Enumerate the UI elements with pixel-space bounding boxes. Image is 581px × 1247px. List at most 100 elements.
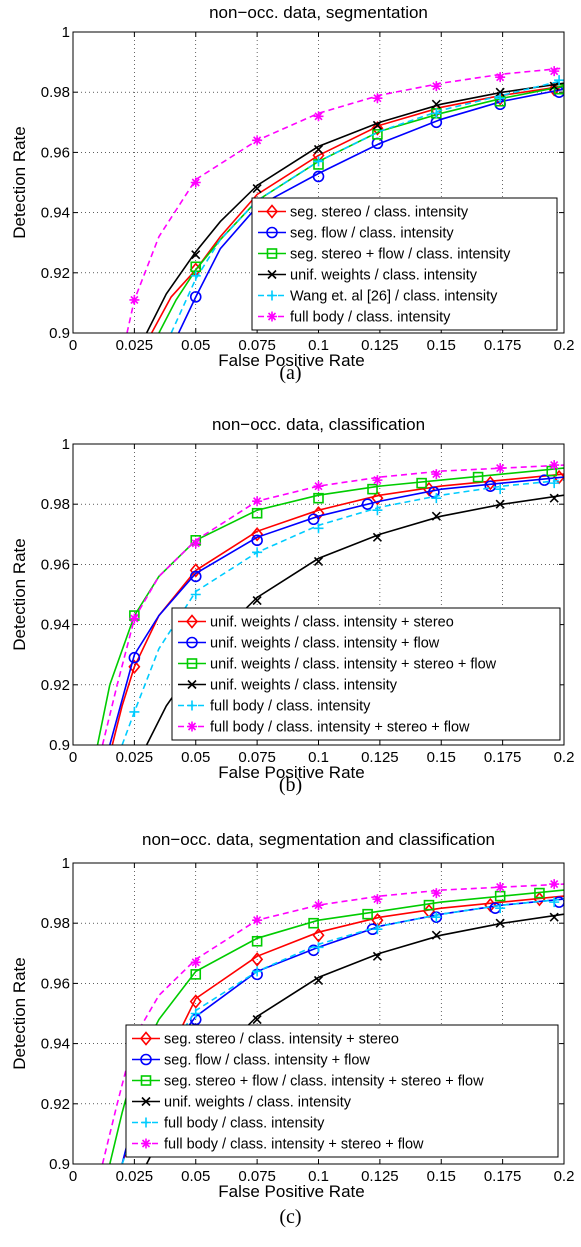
data-point-marker <box>313 156 324 167</box>
legend-item: full body / class. intensity <box>178 699 371 715</box>
legend-label: Wang et. al [26] / class. intensity <box>290 289 498 305</box>
x-tick-label: 0 <box>69 1168 77 1185</box>
data-point-marker <box>372 505 383 516</box>
x-tick-label: 0.025 <box>116 1168 154 1185</box>
legend-marker <box>187 679 197 690</box>
data-point-marker <box>129 706 140 717</box>
data-point-marker <box>190 969 202 980</box>
data-point-marker <box>313 481 324 492</box>
data-point-marker <box>251 952 264 967</box>
data-point-marker <box>312 927 325 943</box>
legend-label: unif. weights / class. intensity + stere… <box>210 615 454 631</box>
roc-chart-segmentation-classification: non−occ. data, segmentation and classifi… <box>10 830 574 1201</box>
legend-label: seg. stereo + flow / class. intensity <box>290 247 511 263</box>
y-tick-label: 0.9 <box>49 325 70 342</box>
legend-label: full body / class. intensity <box>290 310 451 326</box>
x-tick-label: 0.15 <box>427 749 456 766</box>
data-point-marker <box>484 480 497 492</box>
y-axis-label: Detection Rate <box>10 126 29 238</box>
legend-item: full body / class. intensity <box>258 310 451 326</box>
y-tick-label: 0.96 <box>41 144 70 161</box>
legend-item: Wang et. al [26] / class. intensity <box>258 289 498 305</box>
data-point-marker <box>431 493 442 504</box>
data-point-marker <box>129 613 140 624</box>
data-point-marker <box>251 527 264 542</box>
data-point-marker <box>191 250 201 260</box>
data-point-marker <box>495 72 506 83</box>
data-point-marker <box>538 474 551 486</box>
series-line <box>150 85 564 333</box>
legend-box <box>171 607 561 741</box>
data-point-marker <box>495 484 506 495</box>
legend-label: unif. weights / class. intensity <box>290 268 478 284</box>
data-point-marker <box>372 951 382 961</box>
data-point-marker <box>361 498 374 510</box>
y-tick-label: 0.98 <box>41 84 70 101</box>
series-line <box>145 82 564 333</box>
data-point-marker <box>190 589 201 600</box>
legend-item: unif. weights / class. intensity <box>258 268 478 284</box>
data-point-marker <box>549 897 560 908</box>
y-tick-label: 0.94 <box>41 205 70 222</box>
chart-title: non−occ. data, segmentation and classifi… <box>142 830 495 849</box>
legend-item: seg. stereo + flow / class. intensity + … <box>132 1074 484 1090</box>
legend-item: unif. weights / class. intensity + stere… <box>178 657 497 673</box>
plot-frame <box>72 31 565 334</box>
data-point-marker <box>549 493 559 503</box>
y-axis-label: Detection Rate <box>10 538 29 650</box>
legend-marker <box>266 248 278 259</box>
series-1 <box>109 474 564 745</box>
y-tick-label: 0.92 <box>41 677 70 694</box>
legend-marker <box>140 1075 152 1086</box>
data-point-marker <box>189 994 202 1009</box>
data-point-marker <box>313 975 324 985</box>
data-point-marker <box>495 87 505 97</box>
legend-box <box>251 197 558 331</box>
data-point-marker <box>495 918 505 928</box>
y-tick-label: 0.96 <box>41 556 70 573</box>
chart-panel-b: non−occ. data, classification 0 0.025 0.05 0… <box>0 412 581 812</box>
chart-title: non−occ. data, classification <box>212 415 425 434</box>
data-point-marker <box>313 900 324 911</box>
data-point-marker <box>312 170 325 183</box>
data-point-marker <box>431 888 442 899</box>
series-line <box>96 467 564 745</box>
legend-item: seg. stereo / class. intensity <box>258 204 469 221</box>
legend-marker <box>186 636 198 649</box>
data-point-marker <box>554 75 564 86</box>
data-point-marker <box>362 908 373 920</box>
x-tick-label: 0 <box>69 337 77 354</box>
x-tick-label: 0.2 <box>554 337 575 354</box>
data-point-marker <box>251 935 263 947</box>
legend-item: seg. flow / class. intensity + flow <box>132 1053 370 1069</box>
data-point-marker <box>251 534 263 547</box>
data-point-marker <box>307 513 320 526</box>
data-point-marker <box>495 93 506 104</box>
data-point-marker <box>416 477 427 489</box>
legend-item: seg. stereo + flow / class. intensity <box>258 247 511 263</box>
x-tick-label: 0.125 <box>361 749 399 766</box>
y-tick-label: 0.98 <box>41 915 70 932</box>
y-tick-label: 0.94 <box>41 617 70 634</box>
data-point-marker <box>372 894 383 905</box>
data-point-marker <box>371 490 384 506</box>
data-point-marker <box>190 177 201 188</box>
data-point-marker <box>549 81 559 91</box>
data-point-marker <box>189 291 202 303</box>
legend-marker <box>267 269 277 280</box>
data-point-marker <box>495 903 506 914</box>
legend: seg. stereo / class. intensity + stereo s… <box>125 1024 559 1158</box>
y-axis-label: Detection Rate <box>10 957 29 1069</box>
data-point-marker <box>252 966 263 977</box>
series-line <box>177 88 564 333</box>
data-point-marker <box>367 483 378 495</box>
x-tick-label: 0.025 <box>116 337 154 354</box>
series-group <box>96 460 564 745</box>
data-point-marker <box>313 111 324 122</box>
x-tick-label: 0.05 <box>181 749 210 766</box>
data-point-marker <box>423 899 435 911</box>
legend-item: unif. weights / class. intensity <box>178 678 398 694</box>
legend-marker <box>266 226 278 239</box>
data-point-marker <box>372 93 383 104</box>
legend-label: unif. weights / class. intensity <box>164 1095 352 1111</box>
